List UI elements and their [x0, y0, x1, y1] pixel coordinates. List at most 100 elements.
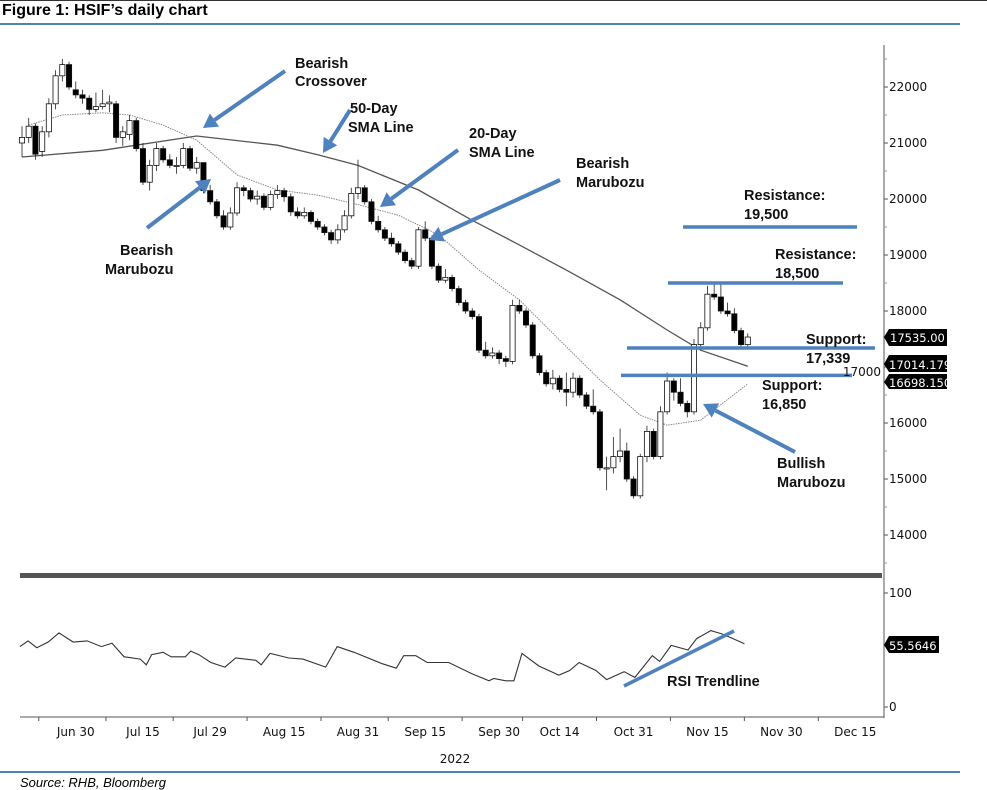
bear-candle-body — [408, 260, 415, 267]
bull-candle-body — [415, 229, 422, 267]
bull-candle-body — [267, 194, 274, 208]
bear-candle-body — [623, 450, 630, 480]
bear-candle-body — [543, 372, 550, 385]
figure-title: Figure 1: HSIF’s daily chart — [2, 2, 208, 19]
candle — [86, 95, 93, 115]
bear-candle-body — [32, 125, 39, 155]
bull-candle-body — [348, 192, 355, 217]
annotation-arrows — [145, 69, 796, 688]
bull-candle-body — [617, 450, 624, 457]
label-sma50-2: SMA Line — [348, 120, 414, 136]
date-tick-label: Oct 31 — [614, 725, 654, 739]
rsi-line — [19, 630, 745, 682]
candle — [113, 101, 120, 143]
bear-candle-body — [717, 296, 724, 312]
tag-rsi: 55.5646 — [884, 636, 939, 653]
candle — [139, 143, 146, 185]
bull-candle-body — [99, 103, 106, 108]
candle — [482, 341, 489, 359]
bull-candle-body — [334, 229, 341, 241]
candle — [146, 159, 153, 191]
bear-candle-body — [502, 358, 509, 362]
candle — [153, 143, 160, 171]
bear-candle-body — [133, 120, 140, 149]
candle — [227, 207, 234, 230]
label-sma20-1: 20-Day — [469, 126, 517, 142]
candle — [160, 145, 167, 163]
bull-candle-body — [92, 106, 99, 110]
bull-candle-body — [180, 148, 187, 166]
bear-candle-body — [576, 377, 583, 396]
bear-candle-body — [670, 380, 677, 393]
bear-candle-body — [650, 430, 657, 457]
candle — [260, 193, 267, 211]
label-support-1-value: 17,339 — [806, 351, 850, 367]
bull-candle-body — [18, 136, 25, 144]
bull-candle-body — [234, 187, 241, 214]
label-bearish-marubozu-left-2: Marubozu — [105, 262, 173, 278]
bull-candle-body — [59, 64, 66, 77]
label-support-2-value: 16,850 — [762, 397, 806, 413]
rsi-tick-label: 100 — [889, 586, 912, 600]
label-bullish-marubozu-1: Bullish — [777, 456, 825, 472]
rsi-panel — [19, 630, 745, 682]
bull-candle-body — [45, 103, 52, 133]
bear-candle-body — [402, 251, 409, 261]
candle — [502, 355, 509, 367]
arrow-sma50 — [323, 108, 352, 153]
bull-candle-body — [354, 187, 361, 194]
price-tick-label: 19000 — [889, 248, 927, 262]
candle — [462, 299, 469, 314]
bear-candle-body — [66, 64, 73, 88]
candle — [368, 199, 375, 225]
bull-candle-body — [227, 212, 234, 228]
arrow-head — [323, 136, 338, 153]
bear-candle-body — [287, 196, 294, 213]
label-support-1: Support: — [806, 332, 866, 348]
candle — [489, 347, 496, 359]
bear-candle-body — [596, 411, 603, 469]
candle — [408, 257, 415, 269]
candle — [523, 308, 530, 328]
bull-candle-body — [509, 304, 516, 362]
candle — [92, 92, 99, 113]
bear-candle-body — [186, 148, 193, 169]
candle — [32, 123, 39, 160]
axes: 14000 15000 16000 17000 18000 19000 20000 21000… — [20, 45, 927, 739]
price-tick-label: 21000 — [889, 136, 927, 150]
candle — [395, 241, 402, 255]
candle — [549, 369, 556, 390]
bear-candle-body — [563, 388, 570, 393]
candle — [281, 187, 288, 202]
bear-candle-body — [731, 313, 738, 331]
date-tick-label: Jun 30 — [56, 725, 95, 739]
arrow-bearish-marubozu-right — [429, 178, 561, 242]
bear-candle-body — [207, 190, 214, 203]
candle — [516, 299, 523, 314]
bear-candle-body — [455, 288, 462, 304]
candle — [334, 224, 341, 244]
candle — [207, 185, 214, 205]
arrow-head — [380, 192, 397, 207]
bull-candle-body — [52, 75, 59, 105]
sma20-line — [28, 112, 749, 426]
candle — [684, 400, 691, 418]
label-bearish-crossover-1: Bearish — [295, 56, 348, 72]
candle — [643, 425, 650, 463]
candle — [469, 308, 476, 320]
candle — [509, 299, 516, 365]
candle — [388, 232, 395, 247]
candle — [186, 145, 193, 171]
top-rule — [0, 0, 987, 1]
bull-candle-body — [549, 377, 556, 385]
bear-candle-body — [260, 195, 267, 208]
price-tick-label: 18000 — [889, 304, 927, 318]
bull-candle-body — [489, 352, 496, 357]
candle — [180, 143, 187, 169]
date-tick-label: Dec 15 — [834, 725, 876, 739]
label-bearish-crossover-2: Crossover — [295, 74, 367, 90]
candle — [475, 313, 482, 353]
bull-candle-body — [39, 131, 46, 152]
candle — [650, 428, 657, 460]
label-rsi-trendline: RSI Trendline — [667, 674, 760, 690]
